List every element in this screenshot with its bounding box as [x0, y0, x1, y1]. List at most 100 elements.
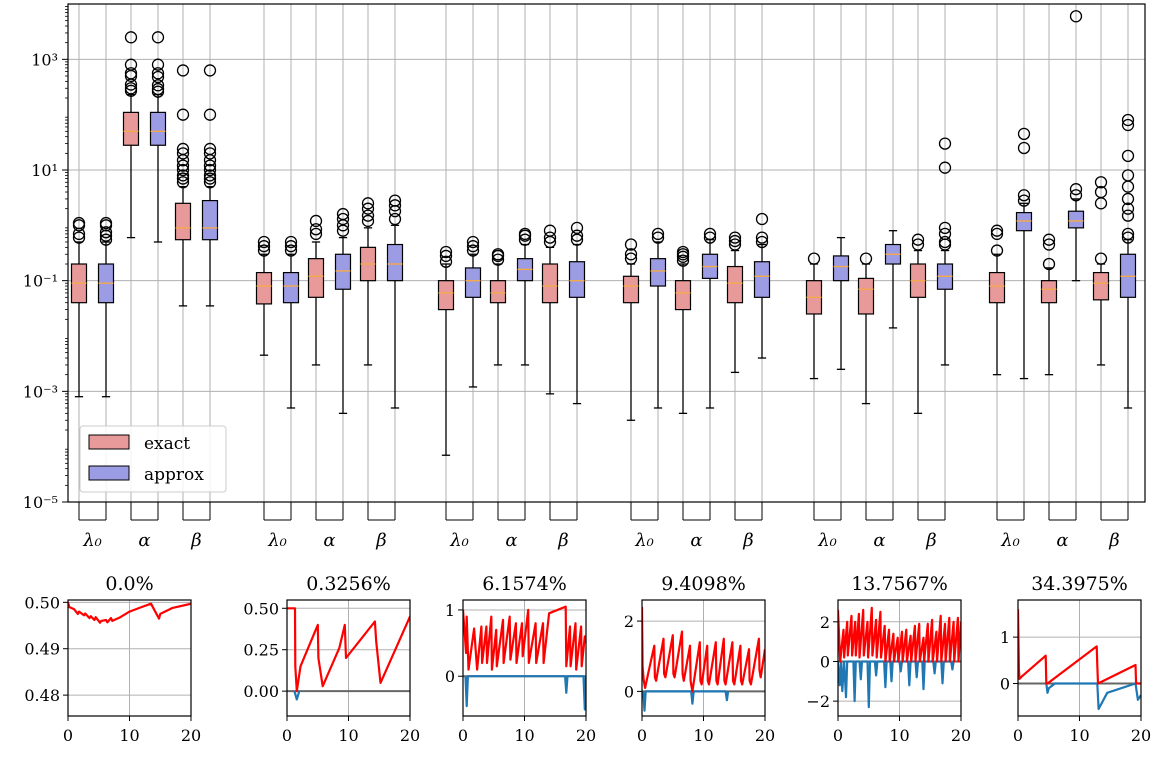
- box-exact-flier: [176, 108, 190, 121]
- x-tick-label: β: [1108, 530, 1119, 551]
- plot-frame: [67, 3, 1146, 503]
- box-approx-flier: [938, 161, 952, 174]
- box-approx-flier: [1069, 189, 1083, 202]
- legend: exact approx: [79, 425, 227, 493]
- box-exact-flier: [176, 147, 190, 160]
- x-tick-label: 20: [951, 726, 971, 745]
- small-plot-2: 6.1574% 0 10 20 0 1: [445, 573, 596, 745]
- box-exact-flier: [676, 254, 690, 267]
- box-exact-box: [122, 111, 140, 146]
- legend-label-approx: approx: [144, 465, 204, 485]
- box-approx-flier: [151, 79, 165, 92]
- x-tick-label: 0: [637, 726, 647, 745]
- x-tick-label: 10: [889, 726, 909, 745]
- box-exact-flier: [624, 248, 638, 261]
- series-line-exact: [838, 606, 961, 663]
- box-exact-box: [622, 275, 640, 304]
- box-approx-box: [649, 258, 667, 287]
- box-exact-box: [174, 202, 192, 241]
- x-tick-label: λ₀: [634, 530, 654, 551]
- box-exact-flier: [491, 248, 505, 261]
- box-exact-flier: [676, 245, 690, 259]
- box-exact-flier: [990, 227, 1004, 241]
- box-exact-box: [674, 280, 692, 311]
- small-plot-5: 34.3975% 0 10 20 0 1: [1000, 573, 1151, 745]
- box-exact-flier: [990, 224, 1004, 237]
- small-plot-title: 13.7567%: [851, 573, 948, 595]
- x-tick-label: 10: [514, 726, 534, 745]
- box-approx-flier: [1017, 141, 1031, 155]
- box-approx-flier: [755, 212, 769, 226]
- box-exact-flier: [309, 214, 323, 228]
- x-tick-label: 20: [755, 726, 775, 745]
- y-tick-label: 1: [445, 601, 455, 620]
- box-approx-flier: [151, 82, 165, 96]
- box-approx-flier: [466, 244, 480, 257]
- box-exact-box: [255, 271, 273, 305]
- box-exact-flier: [911, 238, 925, 251]
- box-exact-flier: [543, 224, 557, 237]
- y-tick-label: 10⁻¹: [23, 272, 58, 291]
- box-approx-flier: [151, 31, 165, 44]
- x-tick-label: 20: [1131, 726, 1151, 745]
- y-tick-label: 0: [1000, 675, 1010, 694]
- x-tick-label: β: [557, 530, 568, 551]
- series-line-exact: [642, 606, 765, 693]
- box-approx-flier: [518, 233, 532, 246]
- x-tick-label: α: [323, 530, 335, 551]
- x-tick-label: α: [873, 530, 885, 551]
- box-exact-flier: [124, 31, 138, 44]
- small-plot-1: 0.3256% 0 10 20 0.00 0.25 0.50: [243, 573, 420, 745]
- y-tick-label: 10⁻⁵: [23, 493, 58, 512]
- box-approx-flier: [466, 240, 480, 253]
- box-approx-flier: [938, 235, 952, 249]
- box-exact-flier: [176, 176, 190, 189]
- box-approx-flier: [151, 67, 165, 80]
- small-plot-title: 9.4098%: [661, 573, 746, 595]
- x-tick-label: λ₀: [1000, 530, 1020, 551]
- y-tick-label: 0.50: [24, 593, 60, 612]
- box-exact-flier: [124, 82, 138, 95]
- series-line-approx: [838, 660, 955, 709]
- box-exact-flier: [257, 235, 271, 249]
- y-tick-label: 0: [820, 652, 830, 671]
- box-exact-box: [988, 271, 1006, 304]
- box-exact-flier: [911, 233, 925, 246]
- box-exact-flier: [176, 64, 190, 77]
- box-approx-flier: [1017, 194, 1031, 207]
- small-plot-title: 34.3975%: [1031, 573, 1128, 595]
- box-exact-flier: [439, 245, 453, 259]
- box-approx-flier: [570, 233, 584, 246]
- box-approx-flier: [703, 231, 717, 244]
- box-approx-flier: [1121, 231, 1135, 244]
- series-group: [68, 602, 191, 624]
- x-tick-label: β: [375, 530, 386, 551]
- box-exact-flier: [439, 255, 453, 268]
- box-exact-flier: [176, 169, 190, 182]
- box-exact-box: [489, 280, 507, 304]
- small-plot-3: 9.4098% 0 10 20 0 2: [624, 573, 775, 745]
- x-tick-label: 10: [119, 726, 139, 745]
- box-exact-flier: [176, 163, 190, 177]
- box-exact-flier: [491, 253, 505, 266]
- box-exact-box: [437, 280, 455, 311]
- box-approx-flier: [570, 221, 584, 235]
- box-approx-flier: [151, 70, 165, 84]
- box-exact-box: [726, 265, 744, 304]
- x-tick-label: 20: [400, 726, 420, 745]
- y-tick-label: 0.49: [24, 640, 60, 659]
- legend-label-exact: exact: [144, 434, 190, 454]
- series-line-approx: [464, 675, 586, 711]
- box-exact-flier: [72, 231, 86, 244]
- x-tick-label: β: [925, 530, 936, 551]
- x-tick-label: 20: [181, 726, 201, 745]
- box-approx-flier: [1121, 118, 1135, 132]
- small-plots-row: 0.0%0 10 200.480.490.500.3256%0 10 200.000.2…: [24, 573, 1151, 745]
- series-group: [838, 606, 961, 709]
- x-tick-label: α: [505, 530, 517, 551]
- y-tick-label: 0.00: [243, 682, 279, 701]
- x-tick-label: α: [138, 530, 150, 551]
- box-approx-flier: [203, 163, 217, 177]
- box-approx-flier: [284, 244, 298, 257]
- box-approx-box: [464, 267, 482, 298]
